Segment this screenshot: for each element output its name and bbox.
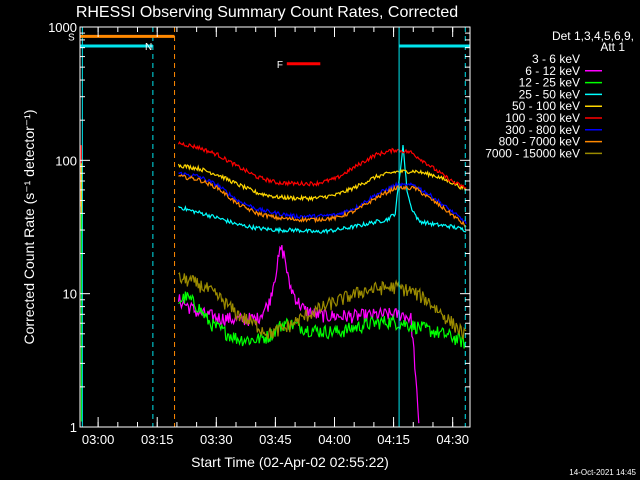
x-tick-label: 03:30	[200, 432, 233, 447]
legend-entry-label: 6 - 12 keV	[525, 64, 580, 78]
y-tick-label: 1000	[48, 20, 77, 35]
legend-entry-label: 3 - 6 keV	[532, 52, 580, 66]
legend-entry-label: 25 - 50 keV	[519, 87, 580, 101]
legend-entry-label: 300 - 800 keV	[505, 123, 580, 137]
series-line-50-to-100keV	[177, 163, 467, 202]
y-axis-label: Corrected Count Rate (s⁻¹ detector⁻¹)	[21, 110, 37, 345]
legend-entry-label: 7000 - 15000 keV	[485, 146, 580, 160]
plot-area	[80, 27, 470, 427]
flag-label-n: N	[145, 42, 152, 53]
legend-entry-label: 50 - 100 keV	[512, 99, 580, 113]
y-tick-label: 100	[55, 153, 77, 168]
legend-entry-label: 12 - 25 keV	[519, 76, 580, 90]
series-line-25-to-50keV	[178, 144, 467, 235]
x-axis-label: Start Time (02-Apr-02 02:55:22)	[191, 454, 389, 470]
series-line-3-to-6keV	[178, 362, 466, 427]
series-line-12-to-25keV	[178, 291, 467, 349]
x-tick-label: 03:15	[141, 432, 174, 447]
x-tick-label: 04:30	[436, 432, 469, 447]
axes: S N F 1 10 100 1000 03:00 03:15 03:30 03:45 04:00 04…	[48, 20, 470, 447]
x-tick-label: 04:00	[318, 432, 351, 447]
series-line-6-to-12keV	[177, 244, 420, 424]
legend-title: Det 1,3,4,5,6,9,	[552, 29, 634, 43]
x-tick-label: 04:15	[377, 432, 410, 447]
x-tick-label: 03:00	[82, 432, 115, 447]
legend-entry-label: 800 - 7000 keV	[499, 135, 580, 149]
x-tick-label: 03:45	[259, 432, 292, 447]
chart-title: RHESSI Observing Summary Count Rates, Co…	[76, 4, 458, 21]
series-line-100-to-300keV	[177, 140, 467, 189]
flag-label-s: S	[68, 32, 75, 43]
timestamp: 14-Oct-2021 14:45	[569, 468, 636, 477]
y-tick-label: 1	[70, 420, 77, 435]
legend-subtitle: Att 1	[600, 40, 625, 54]
flag-label-f: F	[277, 60, 283, 71]
series-line-7000-to-15000keV	[178, 272, 467, 340]
y-tick-label: 10	[63, 287, 77, 302]
legend-entry-label: 100 - 300 keV	[505, 111, 580, 125]
series-line-800-to-7000keV	[178, 173, 467, 228]
